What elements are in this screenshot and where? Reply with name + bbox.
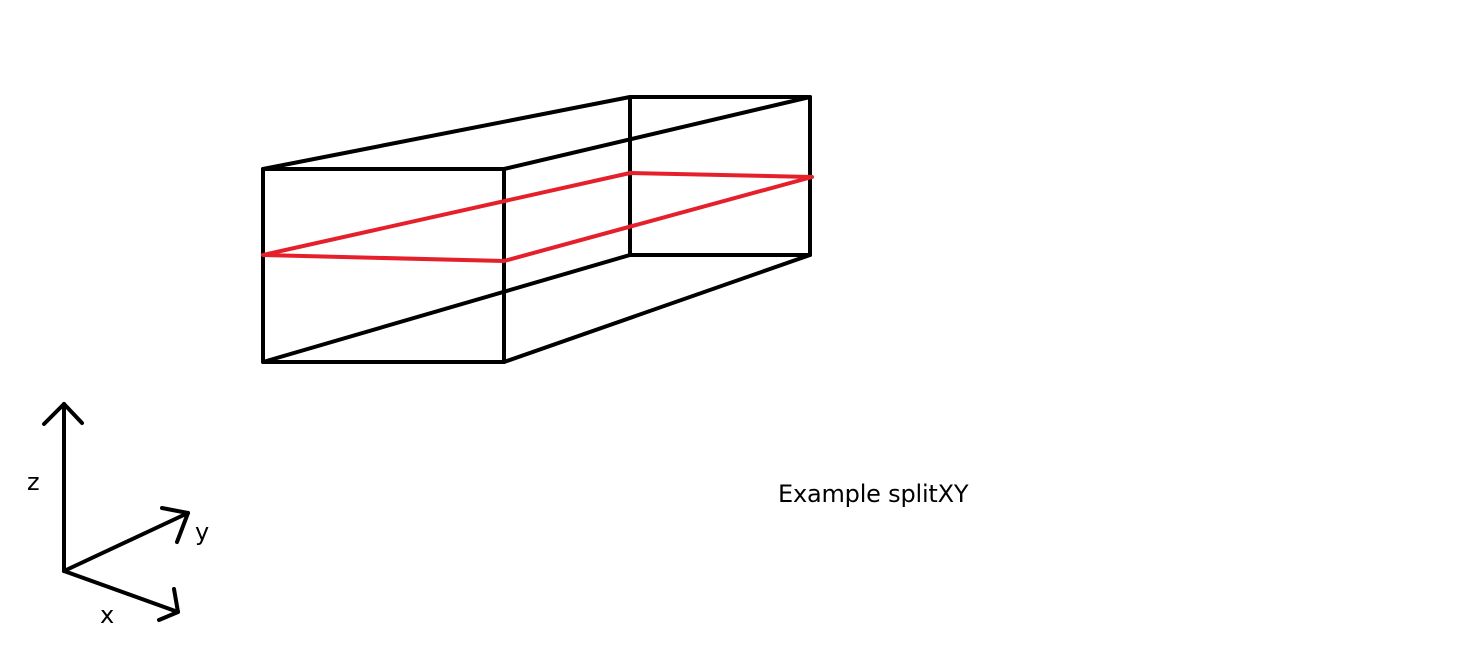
x-axis-label: x bbox=[100, 601, 115, 629]
box-edge-bottom-left bbox=[261, 253, 632, 364]
y-axis-line bbox=[62, 511, 190, 573]
z-axis-label: z bbox=[27, 468, 40, 496]
x-axis-line bbox=[62, 569, 180, 614]
diagram-caption: Example splitXY bbox=[778, 480, 969, 508]
box-edge-bottom-right bbox=[502, 253, 812, 364]
box-edge-top-right bbox=[502, 95, 812, 171]
box-wireframe bbox=[261, 95, 812, 364]
axes-gizmo bbox=[42, 402, 190, 622]
x-axis-arrowhead bbox=[157, 587, 180, 622]
split-plane-xy bbox=[261, 171, 814, 263]
box-front-face bbox=[261, 167, 506, 364]
y-axis-label: y bbox=[195, 518, 210, 546]
box-edge-top-left bbox=[261, 95, 632, 171]
z-axis-arrowhead bbox=[42, 402, 84, 426]
y-axis-arrowhead bbox=[160, 506, 190, 544]
